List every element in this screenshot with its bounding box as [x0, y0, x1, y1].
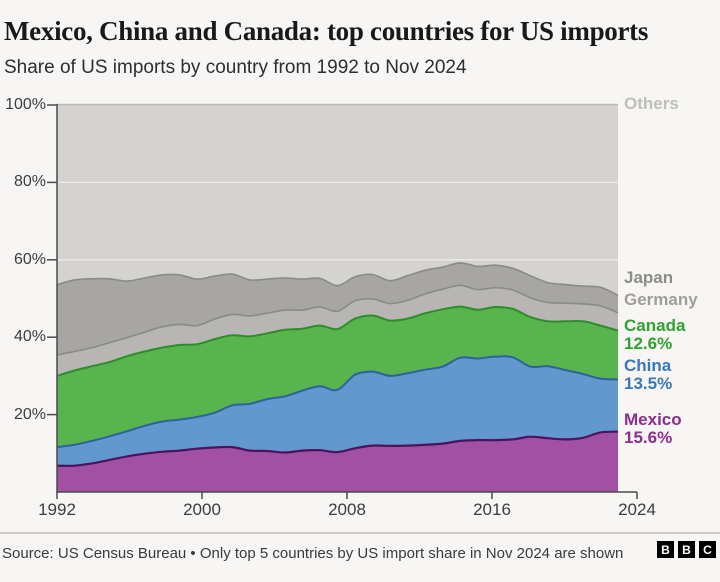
- source-note: Source: US Census Bureau • Only top 5 co…: [2, 545, 624, 562]
- line-mexico-top: [56, 430, 619, 467]
- bbc-logo: B B C: [657, 541, 716, 558]
- bbc-logo-letter-b2: B: [678, 541, 695, 558]
- chart-subtitle: Share of US imports by country from 1992…: [4, 57, 467, 78]
- line-canada-top: [56, 305, 619, 377]
- bbc-logo-letter-c: C: [699, 541, 716, 558]
- bbc-logo-letter-b1: B: [657, 541, 674, 558]
- line-japan-top: [56, 262, 619, 297]
- line-china-top: [56, 355, 619, 449]
- area-mexico: [57, 431, 618, 492]
- footer-divider: [0, 532, 720, 534]
- line-germany-top: [56, 284, 619, 356]
- chart-title: Mexico, China and Canada: top countries …: [4, 16, 649, 46]
